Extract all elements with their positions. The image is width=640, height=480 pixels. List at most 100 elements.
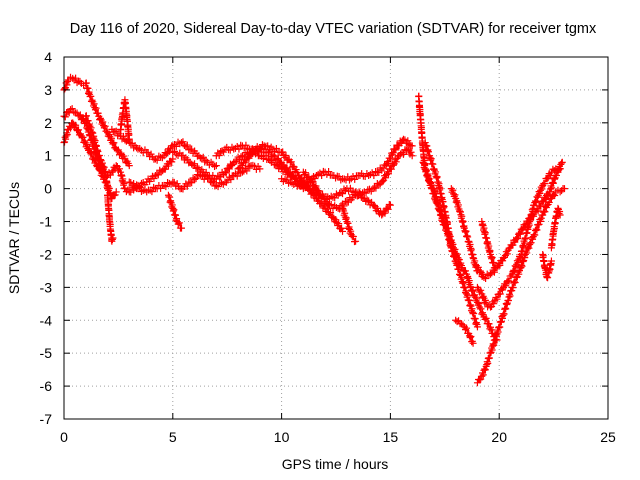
data-point [193, 163, 201, 171]
data-point [191, 160, 199, 168]
data-point [174, 220, 182, 228]
data-point [101, 122, 109, 130]
x-tick-label: 10 [274, 429, 290, 445]
data-points [60, 73, 568, 387]
data-point [325, 168, 333, 176]
data-point [61, 113, 69, 121]
y-tick-label: 0 [44, 181, 52, 197]
data-point [119, 132, 127, 140]
data-point [392, 158, 400, 166]
data-track [473, 184, 568, 387]
data-point [83, 141, 91, 149]
data-point [408, 142, 416, 150]
data-point [335, 220, 343, 228]
data-point [70, 108, 78, 116]
data-point [546, 172, 554, 180]
data-point [312, 182, 320, 190]
data-track [82, 112, 112, 193]
y-tick-label: -2 [40, 246, 53, 262]
data-point [486, 325, 494, 333]
data-point [79, 133, 87, 141]
data-track [339, 204, 360, 246]
data-point [315, 187, 323, 195]
data-point [298, 182, 306, 190]
data-track [547, 204, 564, 252]
data-point [178, 224, 186, 232]
data-point [352, 237, 360, 245]
data-point [322, 195, 330, 203]
data-point [136, 183, 144, 191]
data-track [60, 119, 120, 203]
data-point [558, 159, 566, 167]
data-point [382, 174, 390, 182]
x-tick-label: 15 [383, 429, 399, 445]
data-track [164, 191, 186, 232]
data-point [302, 169, 310, 177]
data-point [482, 314, 490, 322]
data-point [404, 145, 412, 153]
data-point [469, 287, 477, 295]
data-point [212, 162, 220, 170]
data-point [475, 299, 483, 307]
data-point [387, 165, 395, 173]
data-point [455, 256, 463, 264]
data-point [541, 180, 549, 188]
y-tick-label: -7 [40, 411, 53, 427]
y-tick-label: 1 [44, 148, 52, 164]
data-point [392, 146, 400, 154]
data-point [514, 259, 522, 267]
data-point [85, 145, 93, 153]
data-point [404, 137, 412, 145]
data-point [551, 192, 559, 200]
y-tick-label: 3 [44, 82, 52, 98]
data-point [491, 264, 499, 272]
data-track [473, 165, 564, 311]
data-point [125, 162, 133, 170]
y-tick-label: -5 [40, 345, 53, 361]
data-point [465, 332, 473, 340]
data-point [63, 81, 71, 89]
x-axis-label: GPS time / hours [282, 456, 389, 472]
chart-title: Day 116 of 2020, Sidereal Day-to-day VTE… [70, 21, 597, 37]
data-point [292, 178, 300, 186]
data-point [537, 186, 545, 194]
data-point [487, 326, 495, 334]
data-point [327, 209, 335, 217]
data-point [183, 182, 191, 190]
data-point [476, 376, 484, 384]
data-point [256, 165, 264, 173]
data-point [264, 142, 272, 150]
data-point [556, 211, 564, 219]
x-tick-label: 25 [600, 429, 616, 445]
data-track [60, 73, 133, 170]
data-point [107, 134, 115, 142]
data-point [309, 178, 317, 186]
y-tick-label: -4 [40, 312, 53, 328]
data-point [503, 250, 511, 258]
data-point [496, 290, 504, 298]
data-point [94, 109, 102, 117]
data-point [543, 175, 551, 183]
data-point [471, 293, 479, 301]
data-point [451, 191, 459, 199]
data-point [510, 266, 518, 274]
data-point [198, 154, 206, 162]
data-point [433, 199, 441, 207]
data-point [381, 209, 389, 217]
data-point [272, 145, 280, 153]
data-point [482, 275, 490, 283]
data-point [541, 208, 549, 216]
data-point [510, 278, 518, 286]
data-point [531, 197, 539, 205]
data-point [214, 183, 222, 191]
data-point [109, 234, 117, 242]
data-point [370, 171, 378, 179]
data-track [104, 191, 117, 245]
data-point [88, 150, 96, 158]
data-point [516, 230, 524, 238]
data-point [391, 145, 399, 153]
y-tick-label: -1 [40, 214, 53, 230]
data-point [544, 191, 552, 199]
data-track [125, 161, 264, 196]
data-point [332, 216, 340, 224]
